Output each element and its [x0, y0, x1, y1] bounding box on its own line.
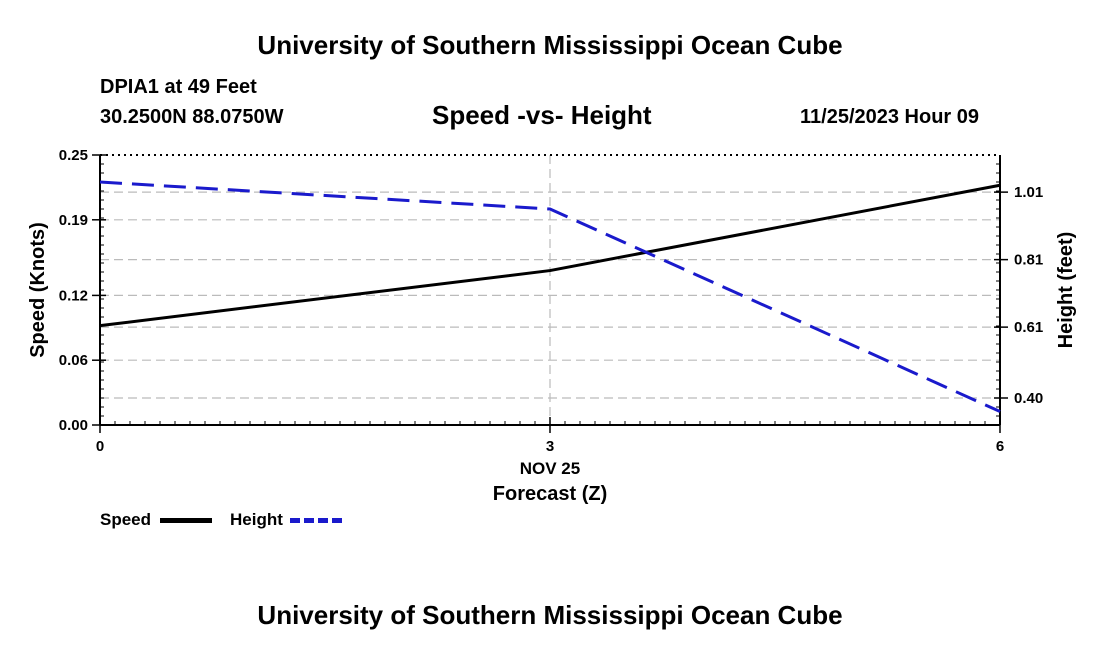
coordinates-label: 30.2500N 88.0750W	[100, 106, 284, 128]
left-tick-label-1: 0.06	[59, 352, 88, 369]
footer-title: University of Southern Mississippi Ocean…	[257, 600, 843, 630]
right-axis-label: Height (feet)	[1055, 232, 1077, 349]
legend-height-label: Height	[230, 510, 283, 529]
legend-speed-swatch	[160, 518, 212, 523]
datetime-label: 11/25/2023 Hour 09	[800, 106, 980, 128]
left-tick-label-3: 0.19	[59, 212, 88, 229]
x-date-label: NOV 25	[520, 459, 580, 478]
left-tick-label-2: 0.12	[59, 287, 88, 304]
right-tick-label-0: 0.40	[1014, 390, 1043, 407]
left-tick-label-4: 0.25	[59, 147, 88, 164]
x-tick-label-2: 6	[996, 438, 1004, 455]
right-tick-label-1: 0.61	[1014, 319, 1043, 336]
legend-height-swatch	[290, 518, 342, 523]
series-line-height	[99, 180, 1001, 413]
series-line-speed	[99, 183, 1001, 328]
x-tick-label-0: 0	[96, 438, 104, 455]
left-axis-label: Speed (Knots)	[27, 222, 49, 358]
right-tick-label-2: 0.81	[1014, 252, 1043, 269]
right-tick-label-3: 1.01	[1014, 184, 1043, 201]
x-axis-label: Forecast (Z)	[493, 483, 607, 505]
x-tick-label-1: 3	[546, 438, 554, 455]
page-title: University of Southern Mississippi Ocean…	[257, 30, 843, 60]
legend-speed-label: Speed	[100, 510, 152, 529]
station-label: DPIA1 at 49 Feet	[100, 76, 257, 98]
left-tick-label-0: 0.00	[59, 417, 88, 434]
chart-title: Speed -vs- Height	[432, 100, 652, 130]
